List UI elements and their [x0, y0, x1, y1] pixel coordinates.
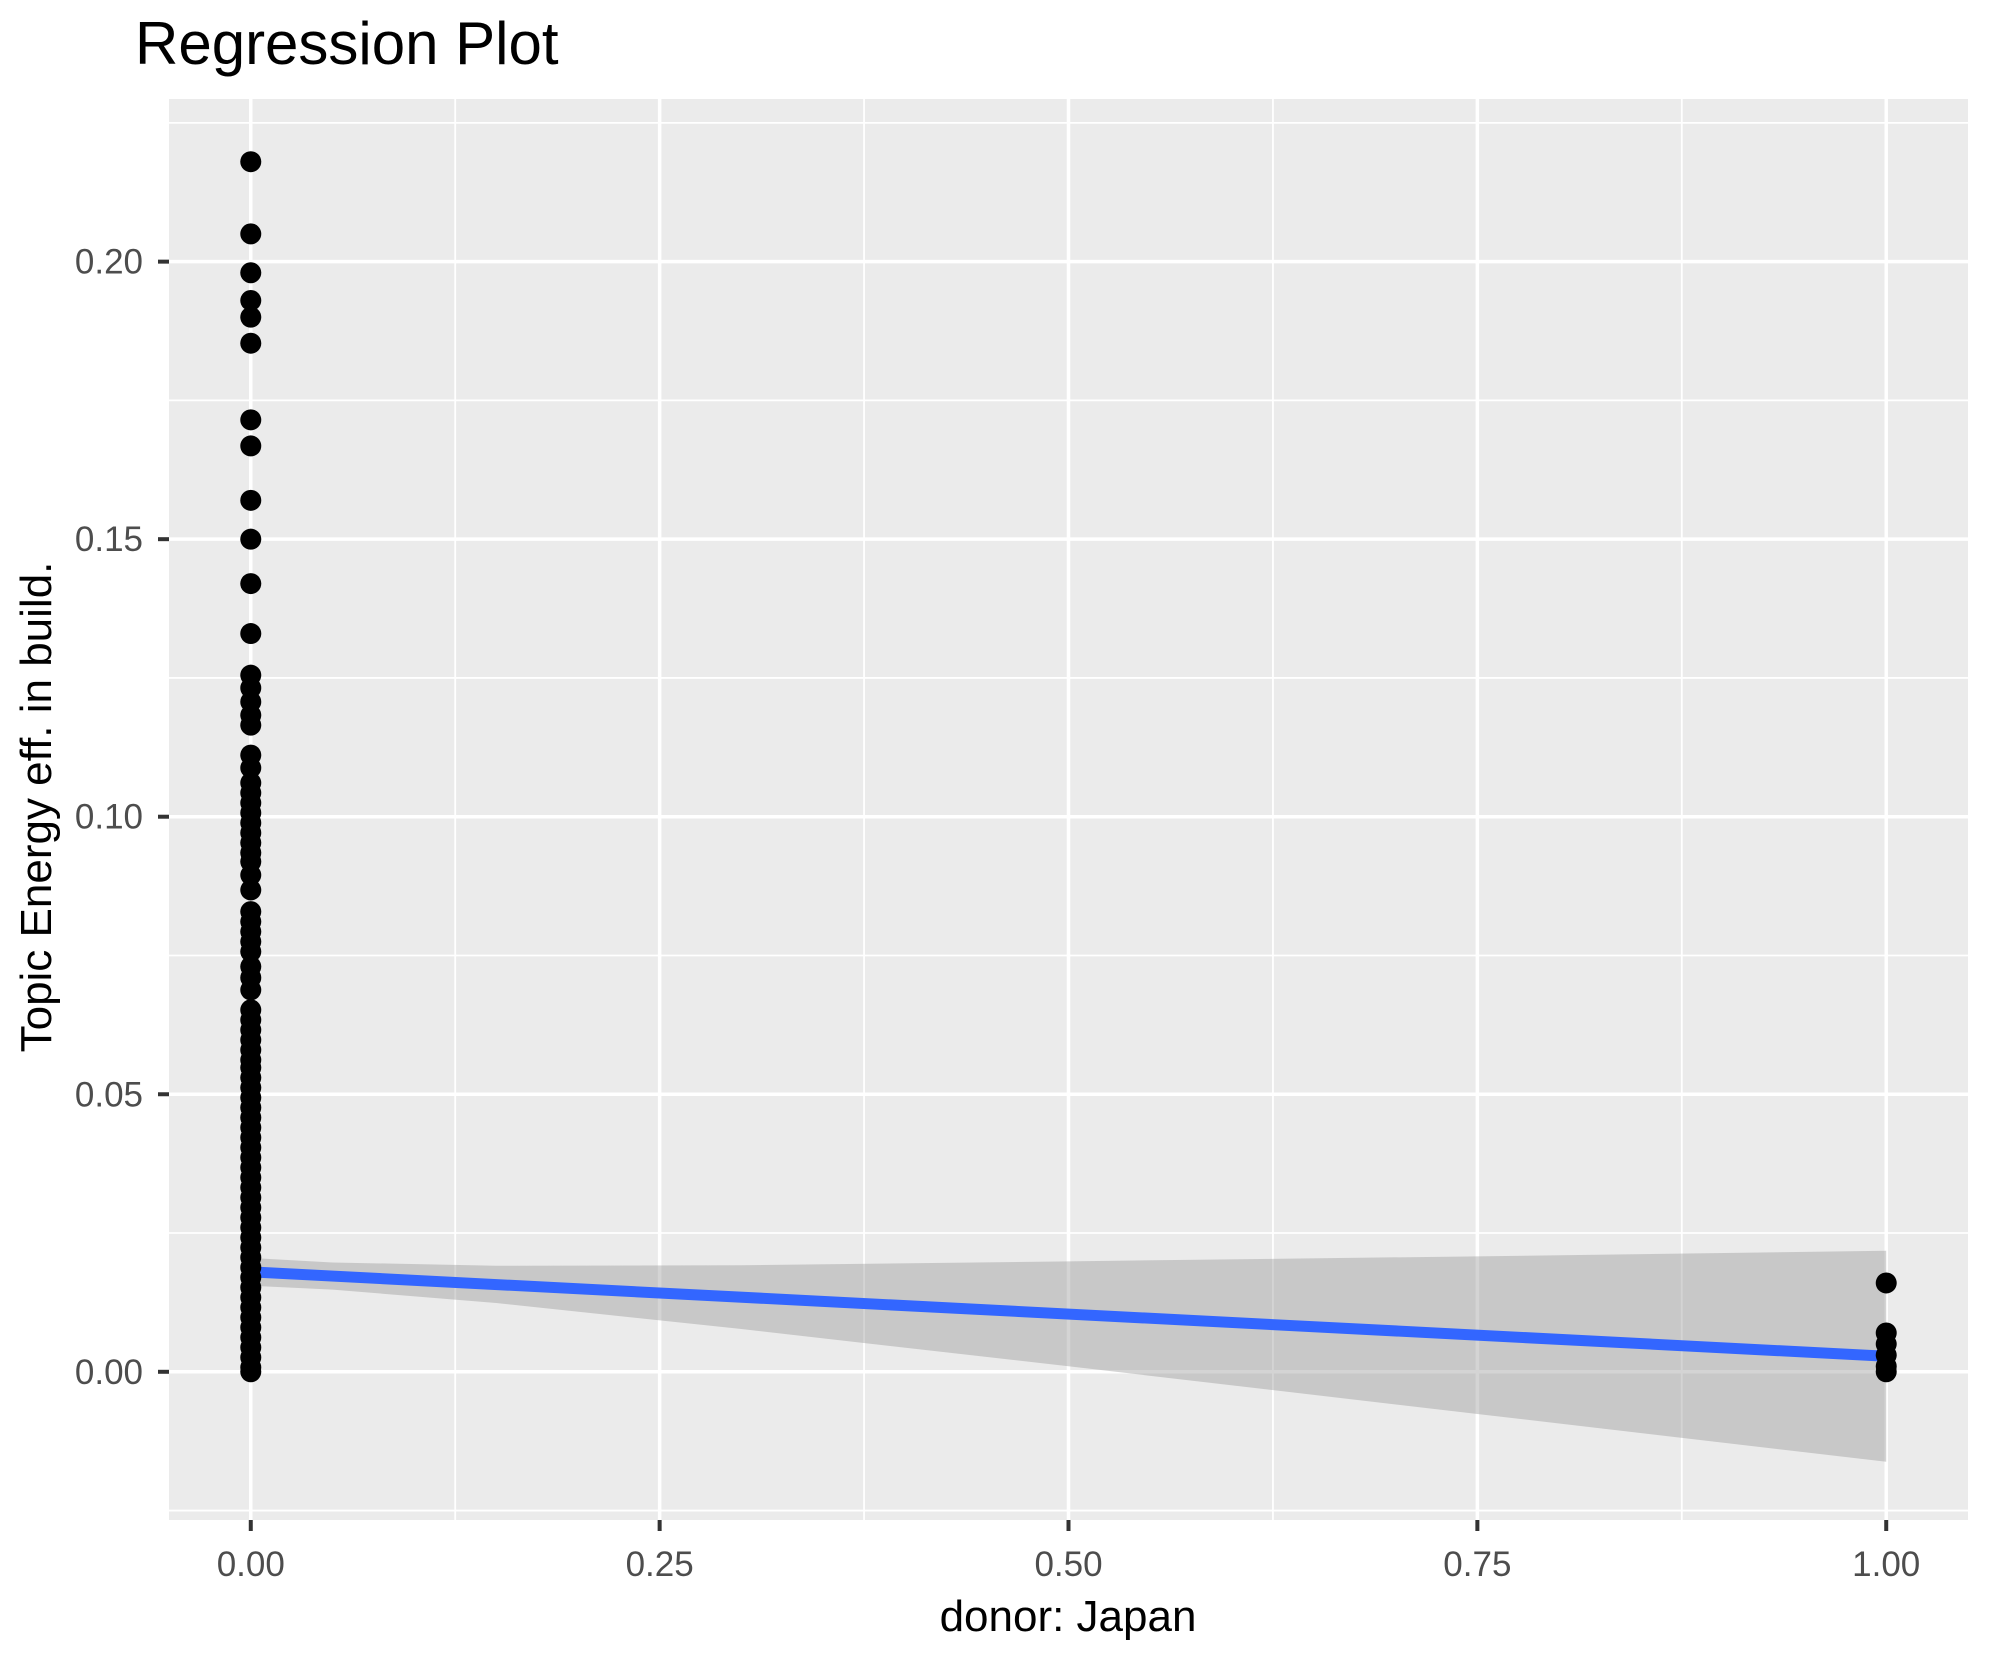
data-point [240, 289, 262, 311]
data-point [240, 714, 262, 736]
y-tick-label: 0.20 [75, 243, 143, 282]
regression-line-layer [250, 1266, 1887, 1362]
x-tick-label: 0.75 [1443, 1545, 1511, 1584]
data-point [240, 262, 262, 284]
data-point [240, 489, 262, 511]
y-tick-label: 0.05 [75, 1075, 143, 1114]
data-point [240, 306, 262, 328]
data-point [240, 864, 262, 886]
scatter-points [240, 151, 1897, 1383]
data-point [240, 573, 262, 595]
regression-line [250, 1266, 1887, 1362]
data-point [240, 979, 262, 1001]
x-tick-label: 0.50 [1034, 1545, 1102, 1584]
axis-layer: 0.00 0.25 0.50 0.75 1.00 0.00 0.05 0.10 0.15 0.20 [75, 243, 1920, 1584]
x-tick-label: 0.25 [626, 1545, 694, 1584]
data-point [240, 528, 262, 550]
y-tick-label: 0.00 [75, 1353, 143, 1392]
data-point [240, 223, 262, 245]
data-point [1875, 1272, 1897, 1294]
x-tick-label: 1.00 [1852, 1545, 1920, 1584]
data-point [240, 941, 262, 963]
confidence-band [250, 1250, 1887, 1462]
confidence-band-layer [250, 1250, 1887, 1462]
data-point [240, 757, 262, 779]
plot-title: Regression Plot [135, 10, 559, 77]
x-tick-label: 0.00 [217, 1545, 285, 1584]
data-point [240, 151, 262, 173]
data-point [240, 623, 262, 645]
y-axis-title: Topic Energy eff. in build. [12, 562, 61, 1053]
y-tick-label: 0.15 [75, 520, 143, 559]
data-point [240, 332, 262, 354]
data-point [240, 409, 262, 431]
x-axis-title: donor: Japan [940, 1592, 1197, 1641]
data-point [1875, 1361, 1897, 1383]
data-point [240, 1361, 262, 1383]
y-tick-label: 0.10 [75, 798, 143, 837]
data-point [240, 435, 262, 457]
data-point [240, 879, 262, 901]
